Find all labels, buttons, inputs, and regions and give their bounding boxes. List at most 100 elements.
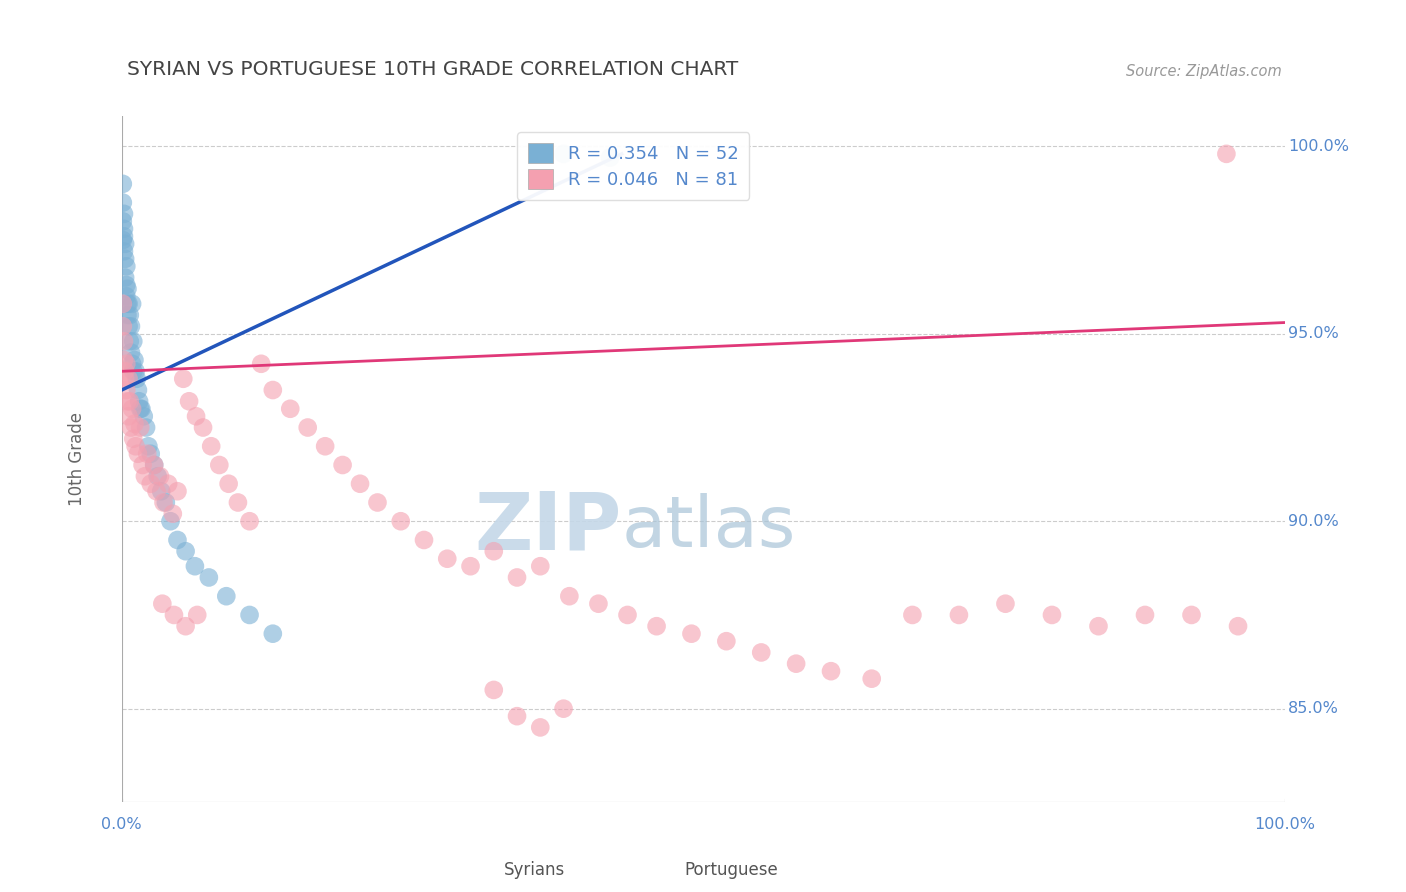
Point [262,626,284,640]
Point [111,233,134,247]
Point [314,439,336,453]
Point [128,394,150,409]
Point [162,507,184,521]
Point [616,607,638,622]
Point [118,334,141,349]
Point [117,319,139,334]
Text: Source: ZipAtlas.com: Source: ZipAtlas.com [1126,63,1282,78]
Point [150,597,173,611]
Text: 90.0%: 90.0% [1288,514,1339,529]
Point [1180,607,1202,622]
Point [901,607,924,622]
Point [112,244,135,259]
Point [184,409,207,424]
Point [114,364,136,378]
Point [125,372,148,386]
Text: 100.0%: 100.0% [1288,139,1348,153]
Point [111,319,134,334]
Point [172,372,194,386]
Point [716,634,738,648]
Point [506,570,529,584]
Point [117,297,139,311]
Point [114,252,136,266]
Point [111,297,134,311]
Point [860,672,883,686]
Point [948,607,970,622]
Point [129,420,152,434]
Point [297,420,319,434]
Point [599,151,621,165]
Point [436,551,458,566]
Point [117,394,139,409]
Point [114,270,136,285]
Point [278,401,301,416]
Point [122,432,145,446]
Point [208,458,231,472]
Point [166,533,188,547]
Point [460,559,482,574]
Point [115,383,138,397]
Point [200,439,222,453]
Point [1133,607,1156,622]
Point [184,559,207,574]
Point [332,458,354,472]
Point [111,214,134,228]
Point [145,484,167,499]
Point [1215,146,1237,161]
Point [820,664,842,678]
Point [117,297,139,311]
Point [506,709,529,723]
Point [117,282,139,296]
Text: SYRIAN VS PORTUGUESE 10TH GRADE CORRELATION CHART: SYRIAN VS PORTUGUESE 10TH GRADE CORRELAT… [128,60,738,78]
Point [191,420,214,434]
Point [127,447,149,461]
Point [155,495,177,509]
Point [117,409,139,424]
Point [115,289,138,303]
Point [129,401,152,416]
Point [1227,619,1250,633]
Point [112,229,135,244]
Point [124,364,146,378]
Point [114,372,136,386]
Point [413,533,436,547]
Point [124,417,146,431]
Legend: R = 0.354   N = 52, R = 0.046   N = 81: R = 0.354 N = 52, R = 0.046 N = 81 [517,132,749,200]
Point [150,484,173,499]
Point [115,357,138,371]
Text: Syrians: Syrians [503,861,565,879]
Point [785,657,807,671]
Point [250,357,273,371]
Point [139,447,162,461]
Point [131,458,153,472]
Text: 0.0%: 0.0% [101,817,142,832]
Point [111,195,134,210]
Point [138,439,160,453]
Point [131,401,153,416]
Point [117,308,139,322]
Text: 10th Grade: 10th Grade [69,412,86,507]
Point [553,146,575,161]
Text: 85.0%: 85.0% [1288,701,1339,716]
Point [239,607,262,622]
Point [118,394,141,409]
Point [198,570,221,584]
Point [120,345,142,359]
Point [159,514,181,528]
Point [111,177,134,191]
Point [177,394,200,409]
Point [149,469,172,483]
Point [112,353,135,368]
Point [121,357,143,371]
Point [146,469,169,483]
Point [186,607,208,622]
Point [215,589,238,603]
Point [389,514,412,528]
Text: 95.0%: 95.0% [1288,326,1339,342]
Text: 100.0%: 100.0% [1254,817,1315,832]
Point [994,597,1017,611]
Point [114,236,136,251]
Point [553,701,575,715]
Point [122,364,145,378]
Text: ZIP: ZIP [474,489,621,567]
